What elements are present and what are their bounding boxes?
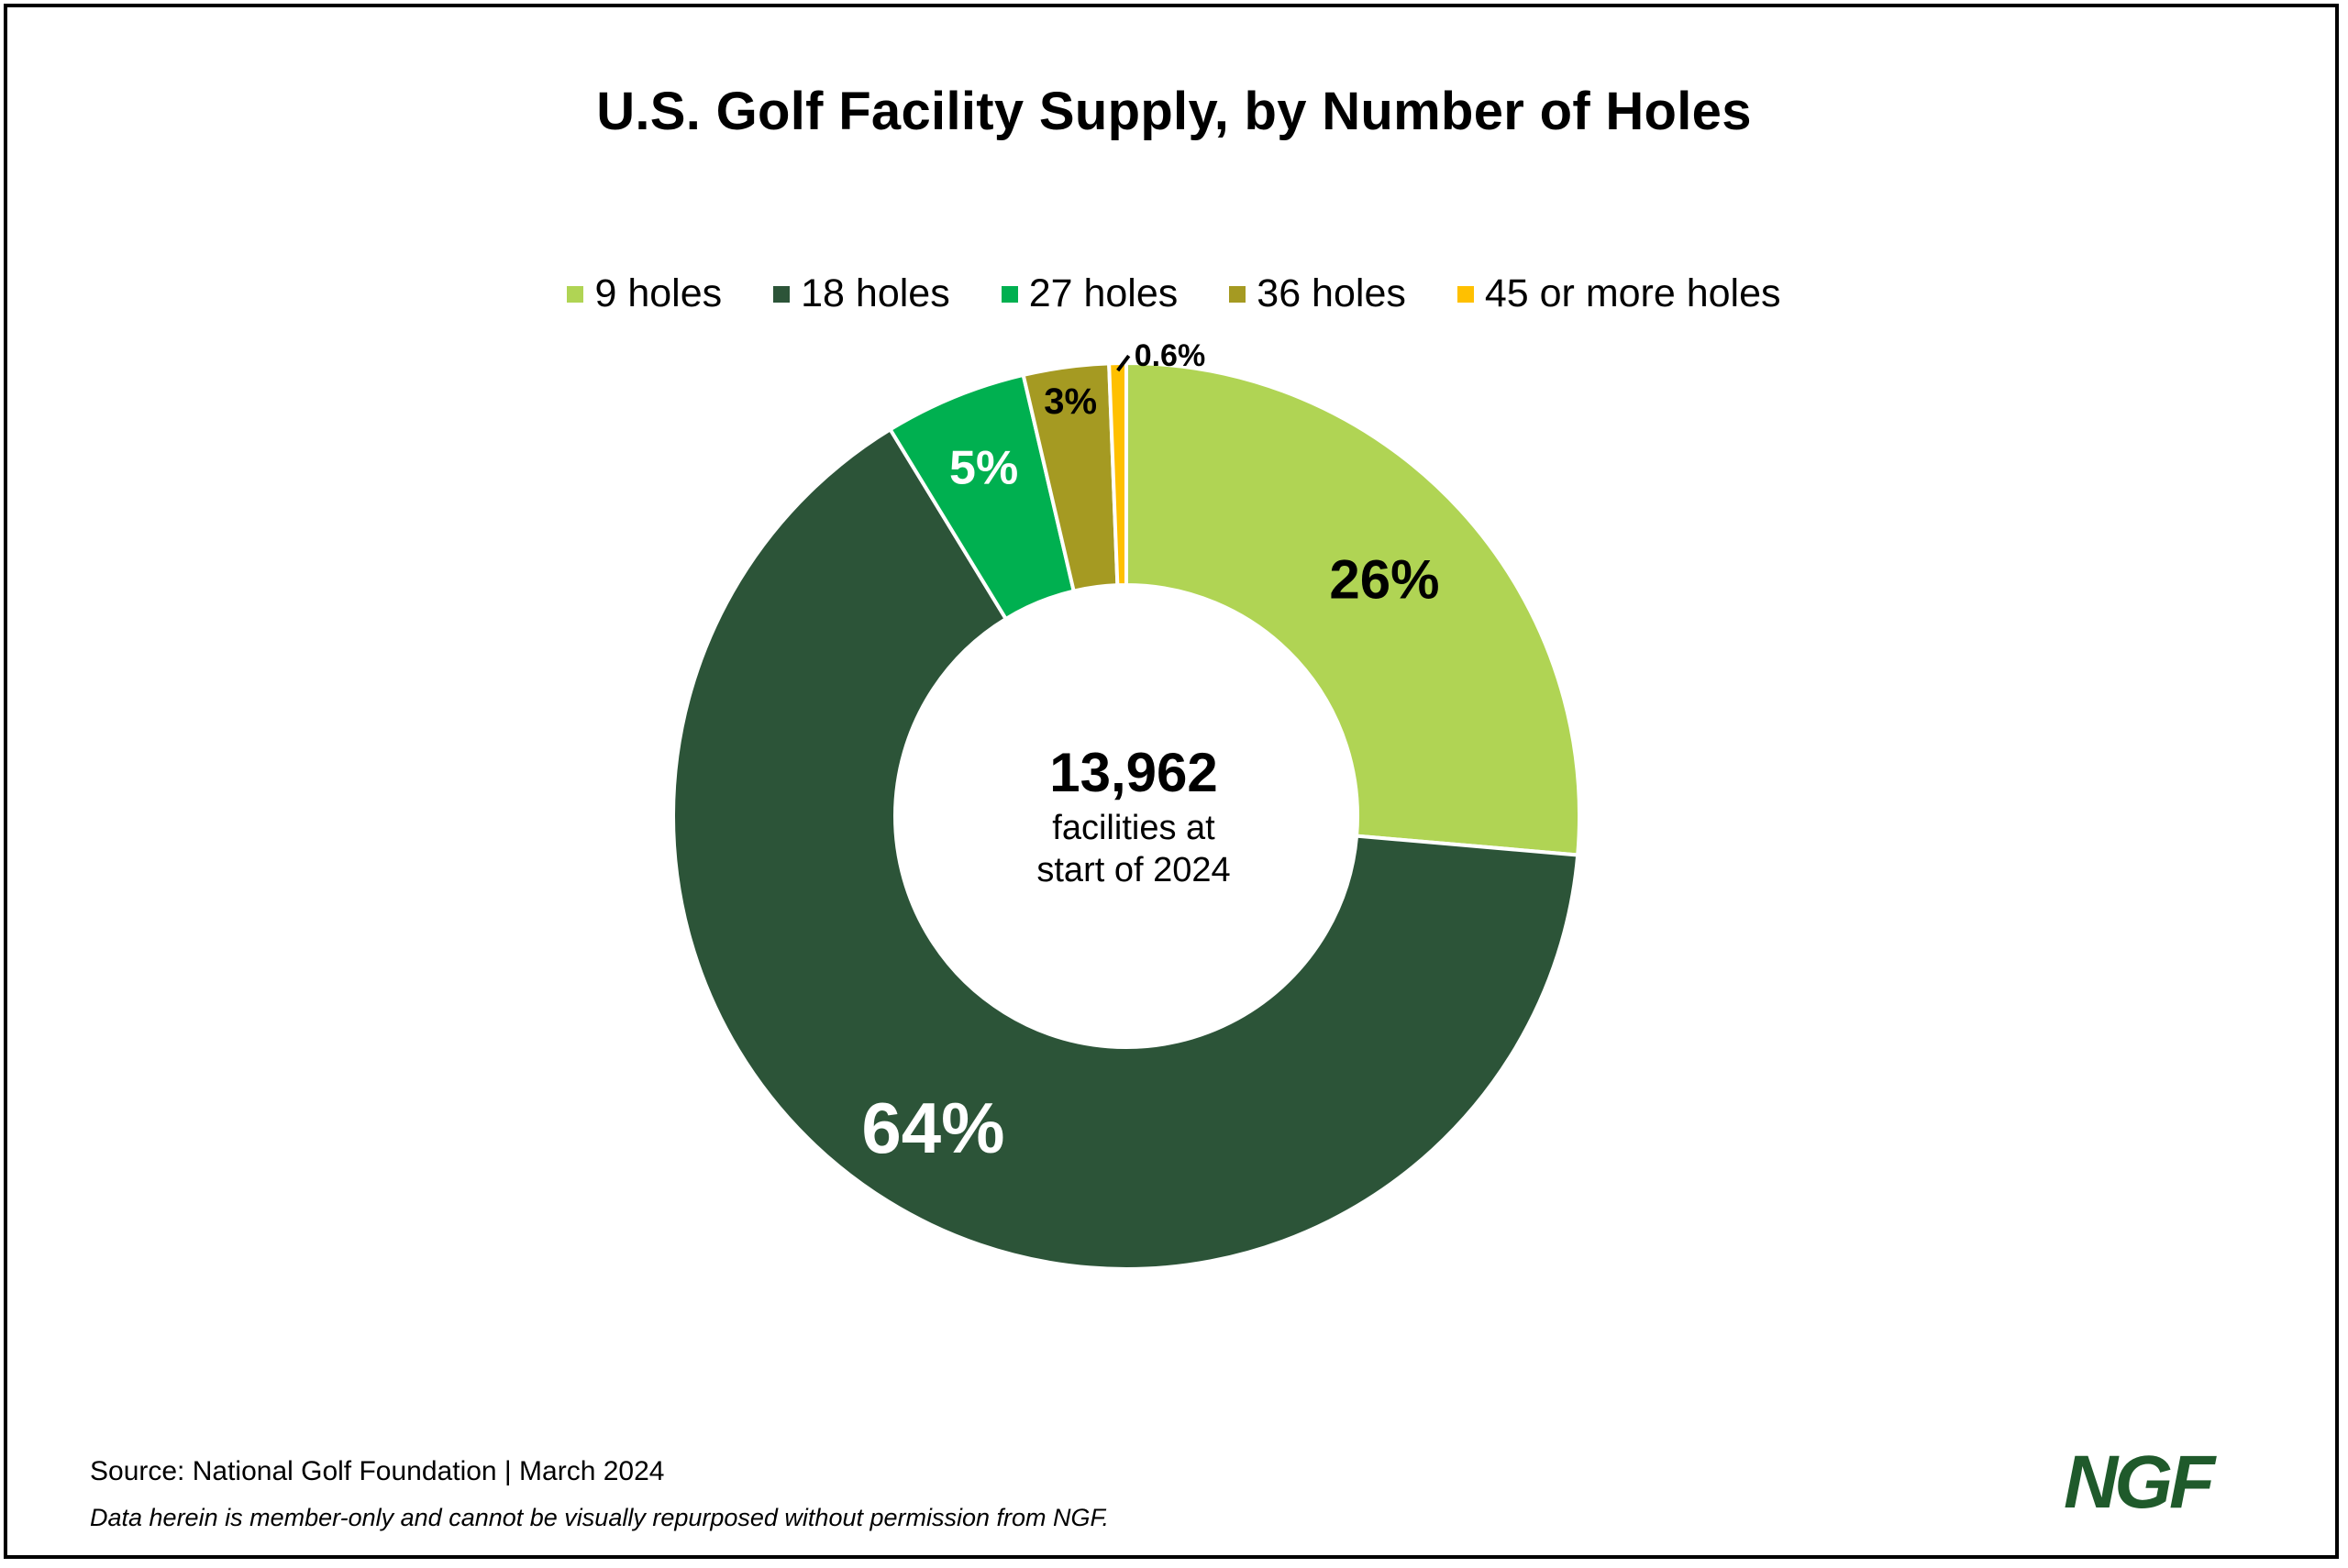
legend-swatch-18-holes: [773, 285, 791, 303]
legend-label: 27 holes: [1028, 271, 1179, 315]
legend-swatch-9-holes: [567, 285, 584, 303]
total-facilities-value: 13,962: [1049, 742, 1218, 803]
legend-item-27-holes: 27 holes: [1001, 271, 1179, 316]
caption-line: start of 2024: [1036, 851, 1231, 889]
legend-label: 36 holes: [1257, 271, 1406, 315]
legend-label: 45 or more holes: [1484, 271, 1781, 315]
caption-line: facilities at: [1052, 809, 1215, 847]
data-label-45-or-more-holes: 0.6%: [1135, 338, 1206, 373]
chart-legend: 9 holes 18 holes 27 holes 36 holes 45 or…: [0, 271, 2348, 316]
legend-item-9-holes: 9 holes: [567, 271, 722, 316]
legend-label: 18 holes: [801, 271, 950, 315]
data-label-18-holes: 64%: [861, 1088, 1004, 1168]
chart-title: U.S. Golf Facility Supply, by Number of …: [596, 82, 1752, 141]
data-label-36-holes: 3%: [1044, 381, 1097, 422]
leader-line-45-or-more-holes: [1116, 354, 1131, 372]
legend-swatch-36-holes: [1229, 285, 1246, 303]
donut-slice-9-holes: [1124, 360, 1581, 857]
total-facilities-caption: facilities at start of 2024: [950, 807, 1317, 891]
legend-item-18-holes: 18 holes: [773, 271, 950, 316]
legend-swatch-27-holes: [1001, 285, 1018, 303]
legend-item-45-or-more-holes: 45 or more holes: [1456, 271, 1781, 316]
donut-slice-45-or-more-holes: [1107, 360, 1128, 588]
data-label-27-holes: 5%: [949, 442, 1018, 495]
disclaimer-note: Data herein is member-only and cannot be…: [90, 1504, 1110, 1531]
data-label-9-holes: 26%: [1329, 548, 1439, 610]
legend-swatch-45-or-more-holes: [1456, 285, 1474, 303]
chart-frame: [4, 4, 2339, 1559]
donut-slice-18-holes: [671, 426, 1580, 1271]
legend-item-36-holes: 36 holes: [1229, 271, 1406, 316]
source-note: Source: National Golf Foundation | March…: [90, 1456, 665, 1486]
legend-label: 9 holes: [594, 271, 723, 315]
ngf-logo: NGF: [2064, 1441, 2215, 1524]
